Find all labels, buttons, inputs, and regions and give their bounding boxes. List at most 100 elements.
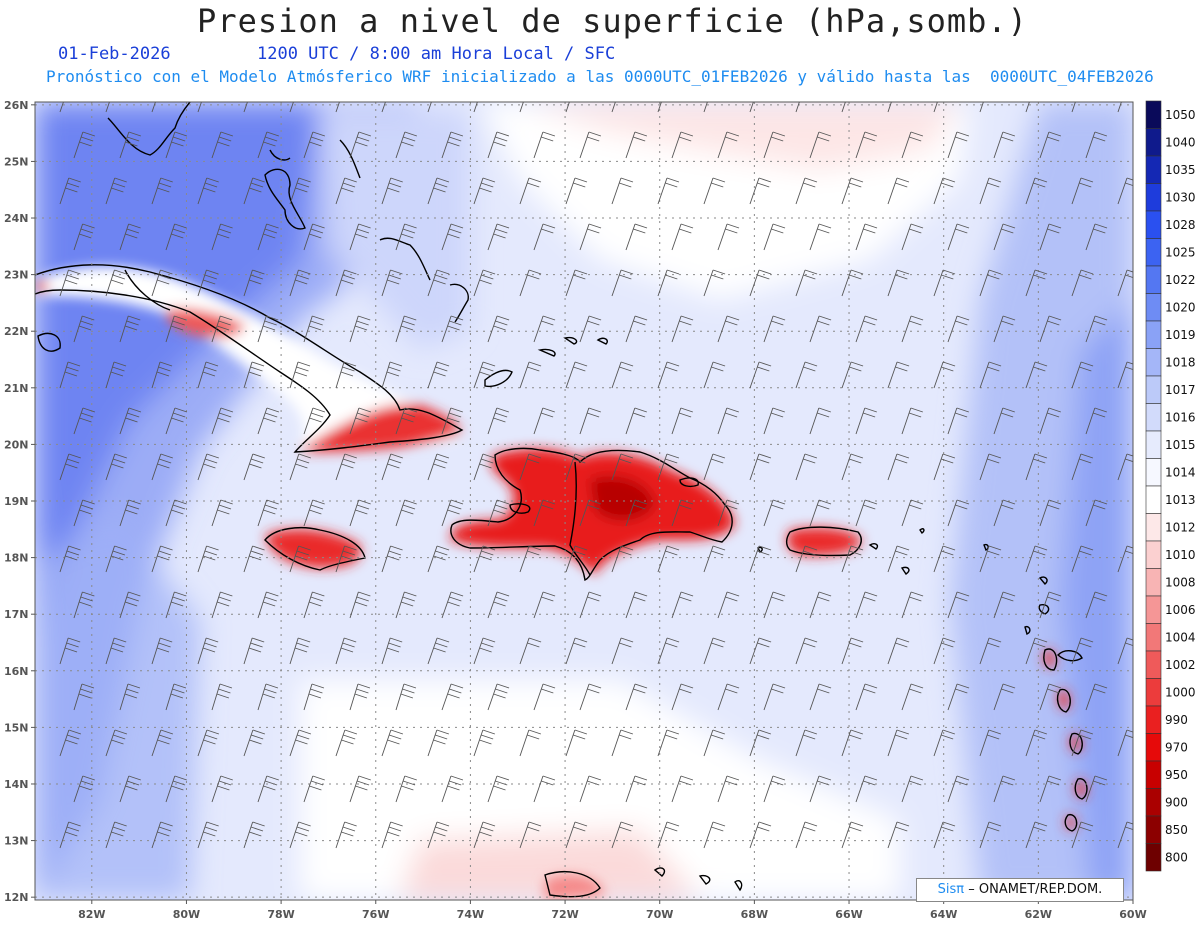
wind-barb [749,361,772,389]
wind-barb [1025,729,1048,757]
wind-barb [289,545,311,573]
wind-barb [809,407,831,435]
wind-barb [795,102,800,113]
wind-barb [303,775,325,803]
sistpi-logo: Sisπ [937,882,965,897]
colorbar-swatch [1145,595,1162,624]
wind-barb [473,453,496,481]
wind-barb [533,591,556,619]
colorbar-swatch [1145,568,1162,597]
wind-barb [947,223,970,251]
colorbar-label: 1017 [1165,383,1196,397]
wind-barb [105,177,127,205]
colorbar-swatch [1145,293,1162,322]
wind-barb [73,499,95,527]
wind-barb [993,131,1016,159]
wind-barb [211,775,233,803]
wind-barb [197,545,219,573]
wind-barb [441,775,464,803]
wind-barb [59,102,64,113]
wind-barb [211,407,234,435]
wind-barb [887,177,910,205]
wind-barb [197,177,219,205]
wind-barb [625,775,648,803]
wind-barb [289,729,312,757]
wind-barb [381,269,403,297]
wind-barb [151,102,156,113]
wind-barb [993,683,1016,711]
wind-barb [1117,821,1133,849]
wind-barb [763,775,786,803]
wind-barb [809,775,832,803]
wind-barb [1071,545,1094,573]
wind-barb [105,102,110,113]
colorbar-label: 1016 [1165,410,1196,424]
wind-barb [519,453,542,481]
wind-barb [565,361,588,389]
wind-barb [211,591,233,619]
wind-barb [887,102,892,113]
wind-barb [1025,177,1048,205]
wind-barb [855,407,877,435]
wind-barb [947,315,970,343]
wind-barb [473,545,496,573]
wind-barb [211,315,233,343]
wind-barb [795,545,818,573]
wind-barb [901,591,924,619]
wind-barb [1025,637,1048,665]
credit-box: Sisπ – ONAMET/REP.DOM. [916,878,1124,902]
wind-barb [303,683,325,711]
wind-barb [717,499,740,527]
wind-barb [1039,775,1062,803]
wind-barb [533,315,556,343]
wind-barb [73,591,95,619]
wind-barb [657,637,680,665]
lat-tick-label: 15N [4,721,29,734]
wind-barb [519,821,542,849]
wind-barb [947,683,970,711]
wind-barb [565,729,588,757]
wind-barb [933,637,956,665]
wind-barb [473,269,496,297]
wind-barb [257,131,280,159]
wind-barb [243,269,265,297]
wind-barb [887,729,910,757]
wind-barb [473,102,478,113]
wind-barb [349,131,372,159]
wind-barb [257,683,279,711]
colorbar-label: 1006 [1165,603,1196,617]
wind-barb [717,223,740,251]
wind-barb [749,102,754,113]
colorbar-swatch [1145,733,1162,762]
wind-barb [519,545,542,573]
wind-barb [979,177,1002,205]
wind-barb [625,315,648,343]
wind-barb [395,591,417,619]
colorbar-label: 990 [1165,713,1188,727]
colorbar-swatch [1145,320,1162,349]
wind-barb [625,223,648,251]
colorbar-label: 1040 [1165,135,1196,149]
wind-barb [519,361,542,389]
wind-barb [703,729,726,757]
wind-barb [441,683,464,711]
wind-barb [657,177,680,205]
wind-barb [717,407,739,435]
colorbar-label: 1014 [1165,465,1196,479]
colorbar-label: 1002 [1165,658,1196,672]
wind-barb [381,453,403,481]
wind-barb [1025,821,1048,849]
wind-barb [59,637,81,665]
wind-barb [243,453,265,481]
colorbar-swatch [1145,265,1162,294]
wind-barb [841,545,864,573]
wind-barb [855,683,878,711]
wind-barb [855,775,878,803]
wind-barb [809,131,832,159]
wind-barb [855,223,878,251]
wind-barb [657,453,680,481]
wind-barb [795,821,818,849]
wind-barb [993,591,1016,619]
wind-barb [165,499,187,527]
wind-barb [441,131,464,159]
